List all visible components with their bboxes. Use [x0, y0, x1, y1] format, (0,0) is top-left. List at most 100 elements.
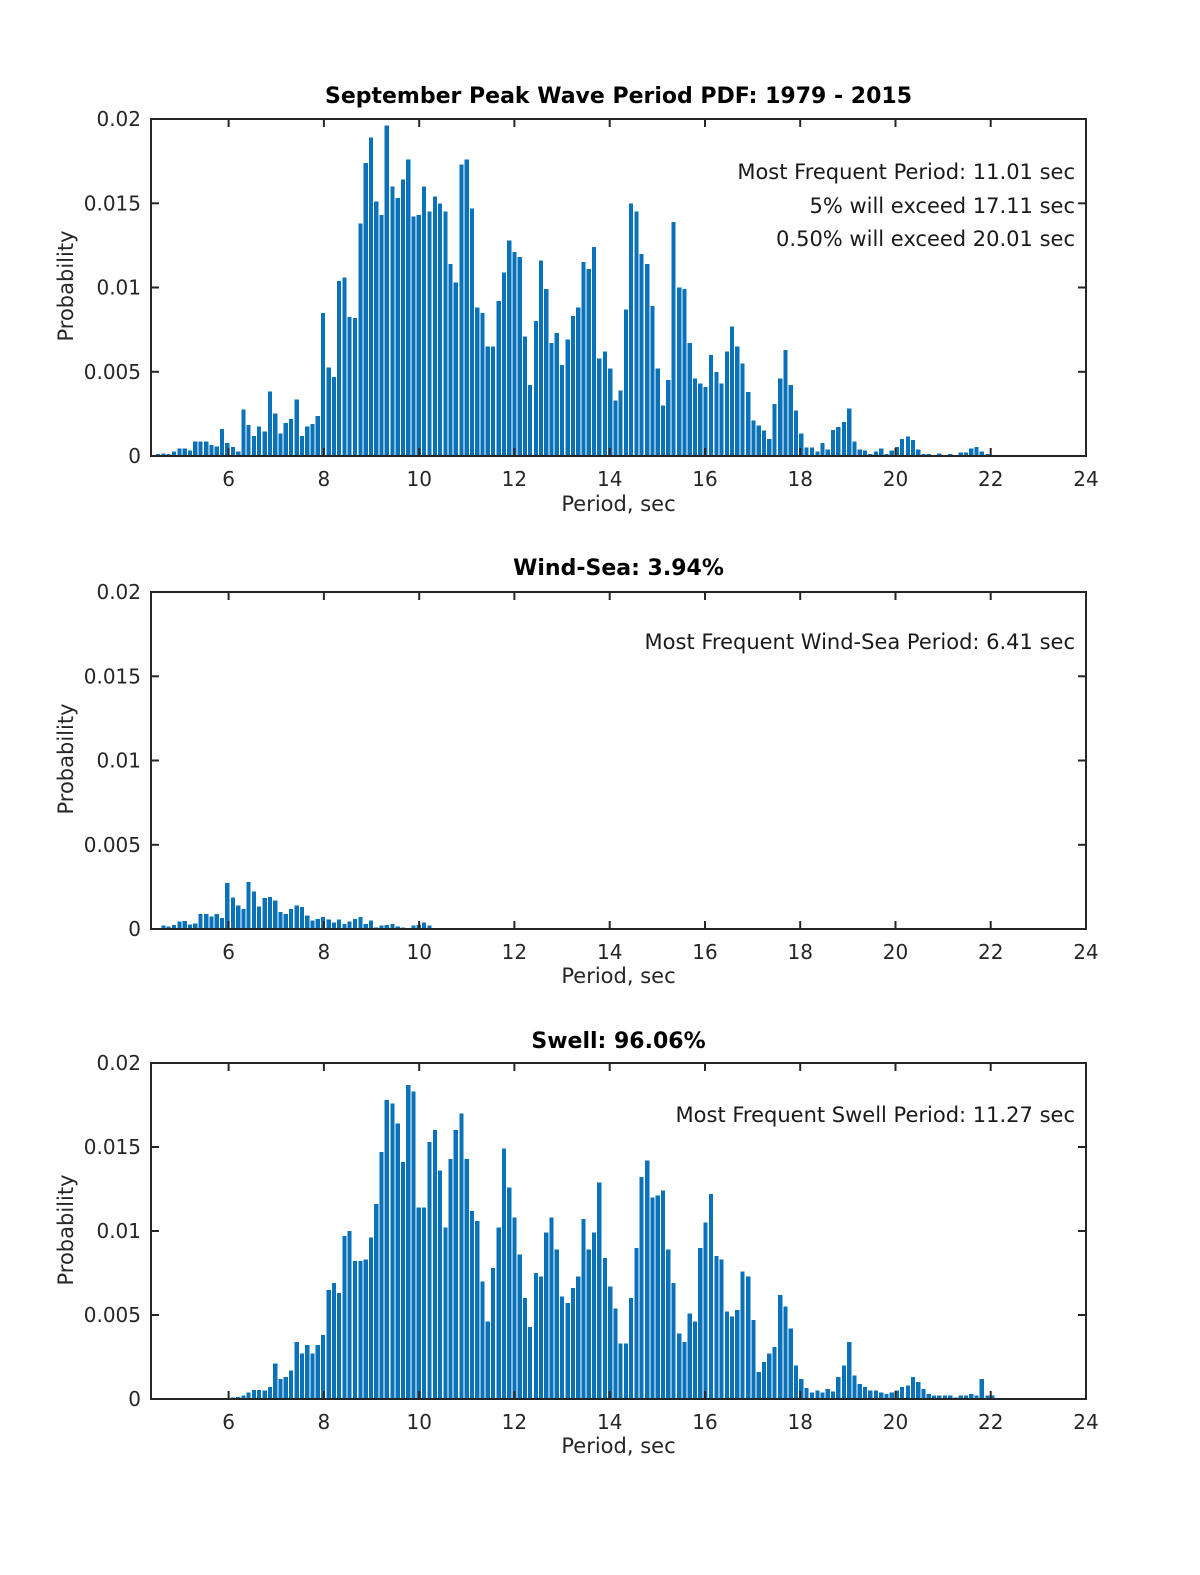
- x-tick-label: 14: [597, 940, 622, 964]
- x-tick-label: 6: [222, 940, 235, 964]
- y-tick-label: 0.005: [84, 833, 141, 857]
- histogram-bar: [225, 443, 230, 456]
- histogram-bar: [565, 339, 570, 456]
- histogram-bar: [767, 439, 772, 456]
- plot3-ylabel: Probability: [54, 1174, 78, 1286]
- histogram-bar: [682, 289, 687, 456]
- histogram-bar: [879, 448, 884, 456]
- histogram-bar: [900, 1387, 905, 1399]
- histogram-bar: [581, 1219, 586, 1399]
- histogram-bar: [804, 447, 809, 456]
- histogram-bar: [969, 1393, 974, 1399]
- histogram-bar: [586, 1249, 591, 1399]
- histogram-bar: [453, 1130, 458, 1399]
- histogram-bar: [868, 453, 873, 456]
- histogram-bar: [783, 349, 788, 456]
- histogram-bar: [591, 247, 597, 456]
- histogram-bar: [251, 435, 256, 456]
- histogram-bar: [799, 433, 804, 456]
- histogram-bar: [193, 441, 198, 456]
- histogram-bar: [847, 1341, 852, 1399]
- histogram-bar: [177, 448, 182, 456]
- histogram-bar: [347, 1231, 352, 1399]
- histogram-bar: [830, 1391, 836, 1399]
- x-tick-label: 12: [502, 1410, 527, 1434]
- histogram-bar: [650, 1197, 655, 1399]
- histogram-bar: [618, 390, 623, 456]
- histogram-bar: [283, 423, 288, 456]
- histogram-bar: [406, 159, 411, 456]
- histogram-bar: [788, 385, 793, 456]
- histogram-bar: [629, 203, 634, 456]
- histogram-bar: [565, 1303, 570, 1399]
- histogram-bar: [730, 1316, 735, 1399]
- histogram-bar: [985, 453, 990, 456]
- histogram-bar: [666, 1249, 671, 1399]
- histogram-bar: [278, 1378, 283, 1399]
- histogram-bar: [219, 918, 225, 929]
- x-tick-label: 10: [406, 467, 431, 491]
- histogram-bar: [544, 289, 549, 456]
- histogram-bar: [161, 453, 166, 456]
- histogram-bar: [490, 346, 496, 456]
- histogram-bar: [730, 326, 735, 456]
- histogram-bar: [267, 391, 273, 456]
- histogram-bars: [161, 882, 432, 929]
- histogram-bar: [374, 1204, 379, 1399]
- histogram-bar: [198, 441, 203, 456]
- histogram-bar: [331, 377, 336, 456]
- histogram-bar: [490, 1267, 496, 1399]
- plot2-title: Wind-Sea: 3.94%: [513, 556, 724, 581]
- histogram-bar: [347, 316, 352, 456]
- y-tick-label: 0.005: [84, 360, 141, 384]
- histogram-bar: [559, 365, 565, 456]
- histogram-bar: [926, 453, 931, 456]
- x-tick-label: 12: [502, 467, 527, 491]
- histogram-bar: [517, 257, 522, 456]
- y-tick-label: 0.015: [84, 191, 141, 215]
- histogram-bar: [539, 260, 544, 456]
- histogram-bar: [384, 1099, 389, 1399]
- histogram-bar: [761, 430, 767, 456]
- histogram-bar: [937, 1395, 942, 1399]
- histogram-bar: [820, 1392, 825, 1399]
- histogram-bar: [501, 272, 507, 456]
- histogram-bar: [522, 336, 527, 456]
- plot1-annotations: Most Frequent Period: 11.01 sec 5% will …: [737, 156, 1075, 257]
- histogram-bar: [963, 1395, 969, 1399]
- histogram-bar: [879, 1392, 884, 1399]
- histogram-bar: [390, 186, 395, 456]
- histogram-bar: [655, 1195, 660, 1399]
- histogram-bar: [299, 435, 305, 456]
- histogram-bar: [735, 1309, 740, 1399]
- histogram-bar: [257, 1389, 262, 1399]
- histogram-bar: [549, 1217, 554, 1399]
- histogram-bar: [485, 346, 490, 456]
- histogram-bar: [894, 1390, 899, 1399]
- x-tick-label: 20: [883, 467, 908, 491]
- histogram-bar: [305, 426, 310, 456]
- histogram-bar: [305, 915, 310, 929]
- histogram-bar: [406, 1084, 411, 1399]
- histogram-bar: [948, 1395, 953, 1399]
- histogram-bar: [756, 1372, 761, 1399]
- histogram-bar: [735, 346, 740, 456]
- histogram-bar: [868, 1390, 873, 1399]
- histogram-bar: [299, 907, 305, 929]
- y-tick-label: 0: [128, 917, 141, 941]
- histogram-bar: [337, 1293, 342, 1399]
- x-tick-label: 10: [406, 940, 431, 964]
- histogram-bar: [916, 449, 921, 456]
- histogram-bar: [682, 1341, 687, 1399]
- histogram-bar: [793, 410, 799, 456]
- histogram-bar: [448, 1158, 453, 1399]
- histogram-bar: [847, 408, 852, 456]
- histogram-bar: [623, 309, 628, 456]
- histogram-bar: [799, 1378, 804, 1399]
- histogram-bar: [496, 300, 501, 456]
- histogram-bar: [660, 1190, 666, 1399]
- histogram-bar: [916, 1382, 921, 1399]
- histogram-bar: [608, 368, 613, 456]
- histogram-bar: [156, 453, 161, 456]
- histogram-bar: [427, 211, 432, 456]
